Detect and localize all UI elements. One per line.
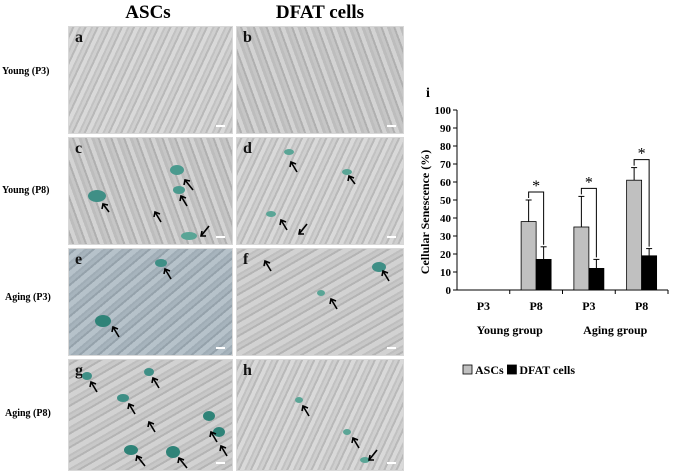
- significance-marker: *: [585, 174, 593, 191]
- bar-dfat-cells: [535, 258, 552, 291]
- stain-and-arrows: [88, 165, 210, 240]
- y-tick-label: 60: [440, 177, 452, 189]
- significance-bracket: [633, 159, 650, 247]
- y-tick-label: 10: [440, 267, 452, 279]
- x-group-label: Young group: [477, 323, 543, 337]
- stain-and-arrows: [266, 149, 356, 235]
- micrograph-panel-e: e: [68, 248, 233, 356]
- legend-swatch: [462, 364, 473, 375]
- y-tick-label: 30: [440, 231, 452, 243]
- scale-bar: [216, 125, 225, 127]
- x-group-label: Aging group: [583, 323, 647, 337]
- legend-swatch: [507, 364, 517, 375]
- stain-and-arrows: [95, 259, 172, 338]
- stain-and-arrows: [263, 259, 390, 310]
- bar-ascs: [626, 179, 643, 291]
- col-header-ascs: ASCs: [125, 2, 171, 23]
- bar-ascs: [573, 226, 590, 291]
- chart-plot: 0 10 20 30 40 50 60 70 80 90 100 P3 P8 * P3 * P8 * Young g…: [435, 105, 669, 377]
- panel-label-b: b: [243, 29, 252, 46]
- bar-dfat-cells: [588, 267, 605, 291]
- scale-bar: [387, 236, 396, 238]
- panel-label-e: e: [75, 251, 83, 268]
- x-category-label: P3: [477, 299, 490, 313]
- scale-bar: [387, 125, 396, 127]
- y-tick-label: 20: [440, 249, 452, 261]
- scale-bar: [216, 462, 225, 464]
- legend-entry: DFAT cells: [519, 363, 575, 377]
- bar-ascs: [520, 221, 537, 291]
- stain-and-arrows: [295, 397, 378, 463]
- row-label-aging-p8: Aging (P8): [5, 408, 51, 419]
- significance-bracket: [580, 187, 597, 258]
- scale-bar: [387, 462, 396, 464]
- micrograph-panel-g: g: [68, 359, 233, 471]
- y-tick-label: 50: [440, 195, 452, 207]
- y-tick-label: 70: [440, 159, 452, 171]
- micrograph-panel-b: b: [236, 26, 404, 134]
- x-category-label: P8: [529, 299, 542, 313]
- y-tick-label: 40: [440, 213, 452, 225]
- chart-panel-label: i: [426, 86, 430, 101]
- legend-entry: ASCs: [475, 363, 504, 377]
- significance-bracket: [528, 191, 545, 245]
- panel-label-f: f: [243, 251, 249, 268]
- row-label-aging-p3: Aging (P3): [5, 292, 51, 303]
- scale-bar: [216, 236, 225, 238]
- significance-marker: *: [532, 178, 540, 195]
- panel-label-c: c: [75, 140, 83, 157]
- panel-label-h: h: [243, 362, 252, 379]
- stain-and-arrows: [82, 368, 228, 469]
- y-tick-label: 90: [440, 123, 452, 135]
- bar-dfat-cells: [641, 255, 658, 291]
- x-category-label: P3: [582, 299, 595, 313]
- y-axis-label: Cellular Senescence (%): [418, 150, 432, 274]
- x-category-label: P8: [635, 299, 648, 313]
- micrograph-panel-d: d: [236, 137, 404, 245]
- panel-label-a: a: [75, 29, 83, 46]
- y-tick-label: 0: [446, 285, 452, 297]
- micrograph-panel-f: f: [236, 248, 404, 356]
- panel-label-g: g: [75, 362, 83, 379]
- panel-label-d: d: [243, 140, 252, 157]
- y-tick-label: 100: [435, 105, 452, 117]
- significance-marker: *: [638, 146, 646, 163]
- row-label-young-p3: Young (P3): [2, 66, 50, 77]
- senescence-bar-chart: i Cellular Senescence (%) 0 10 20 30 40 50 60 7…: [418, 86, 669, 377]
- micrograph-panel-h: h: [236, 359, 404, 471]
- scale-bar: [216, 347, 225, 349]
- y-tick-label: 80: [440, 141, 452, 153]
- col-header-dfat: DFAT cells: [275, 2, 365, 23]
- scale-bar: [387, 347, 396, 349]
- micrograph-panel-c: c: [68, 137, 233, 245]
- row-label-young-p8: Young (P8): [2, 185, 50, 196]
- micrograph-panel-a: a: [68, 26, 233, 134]
